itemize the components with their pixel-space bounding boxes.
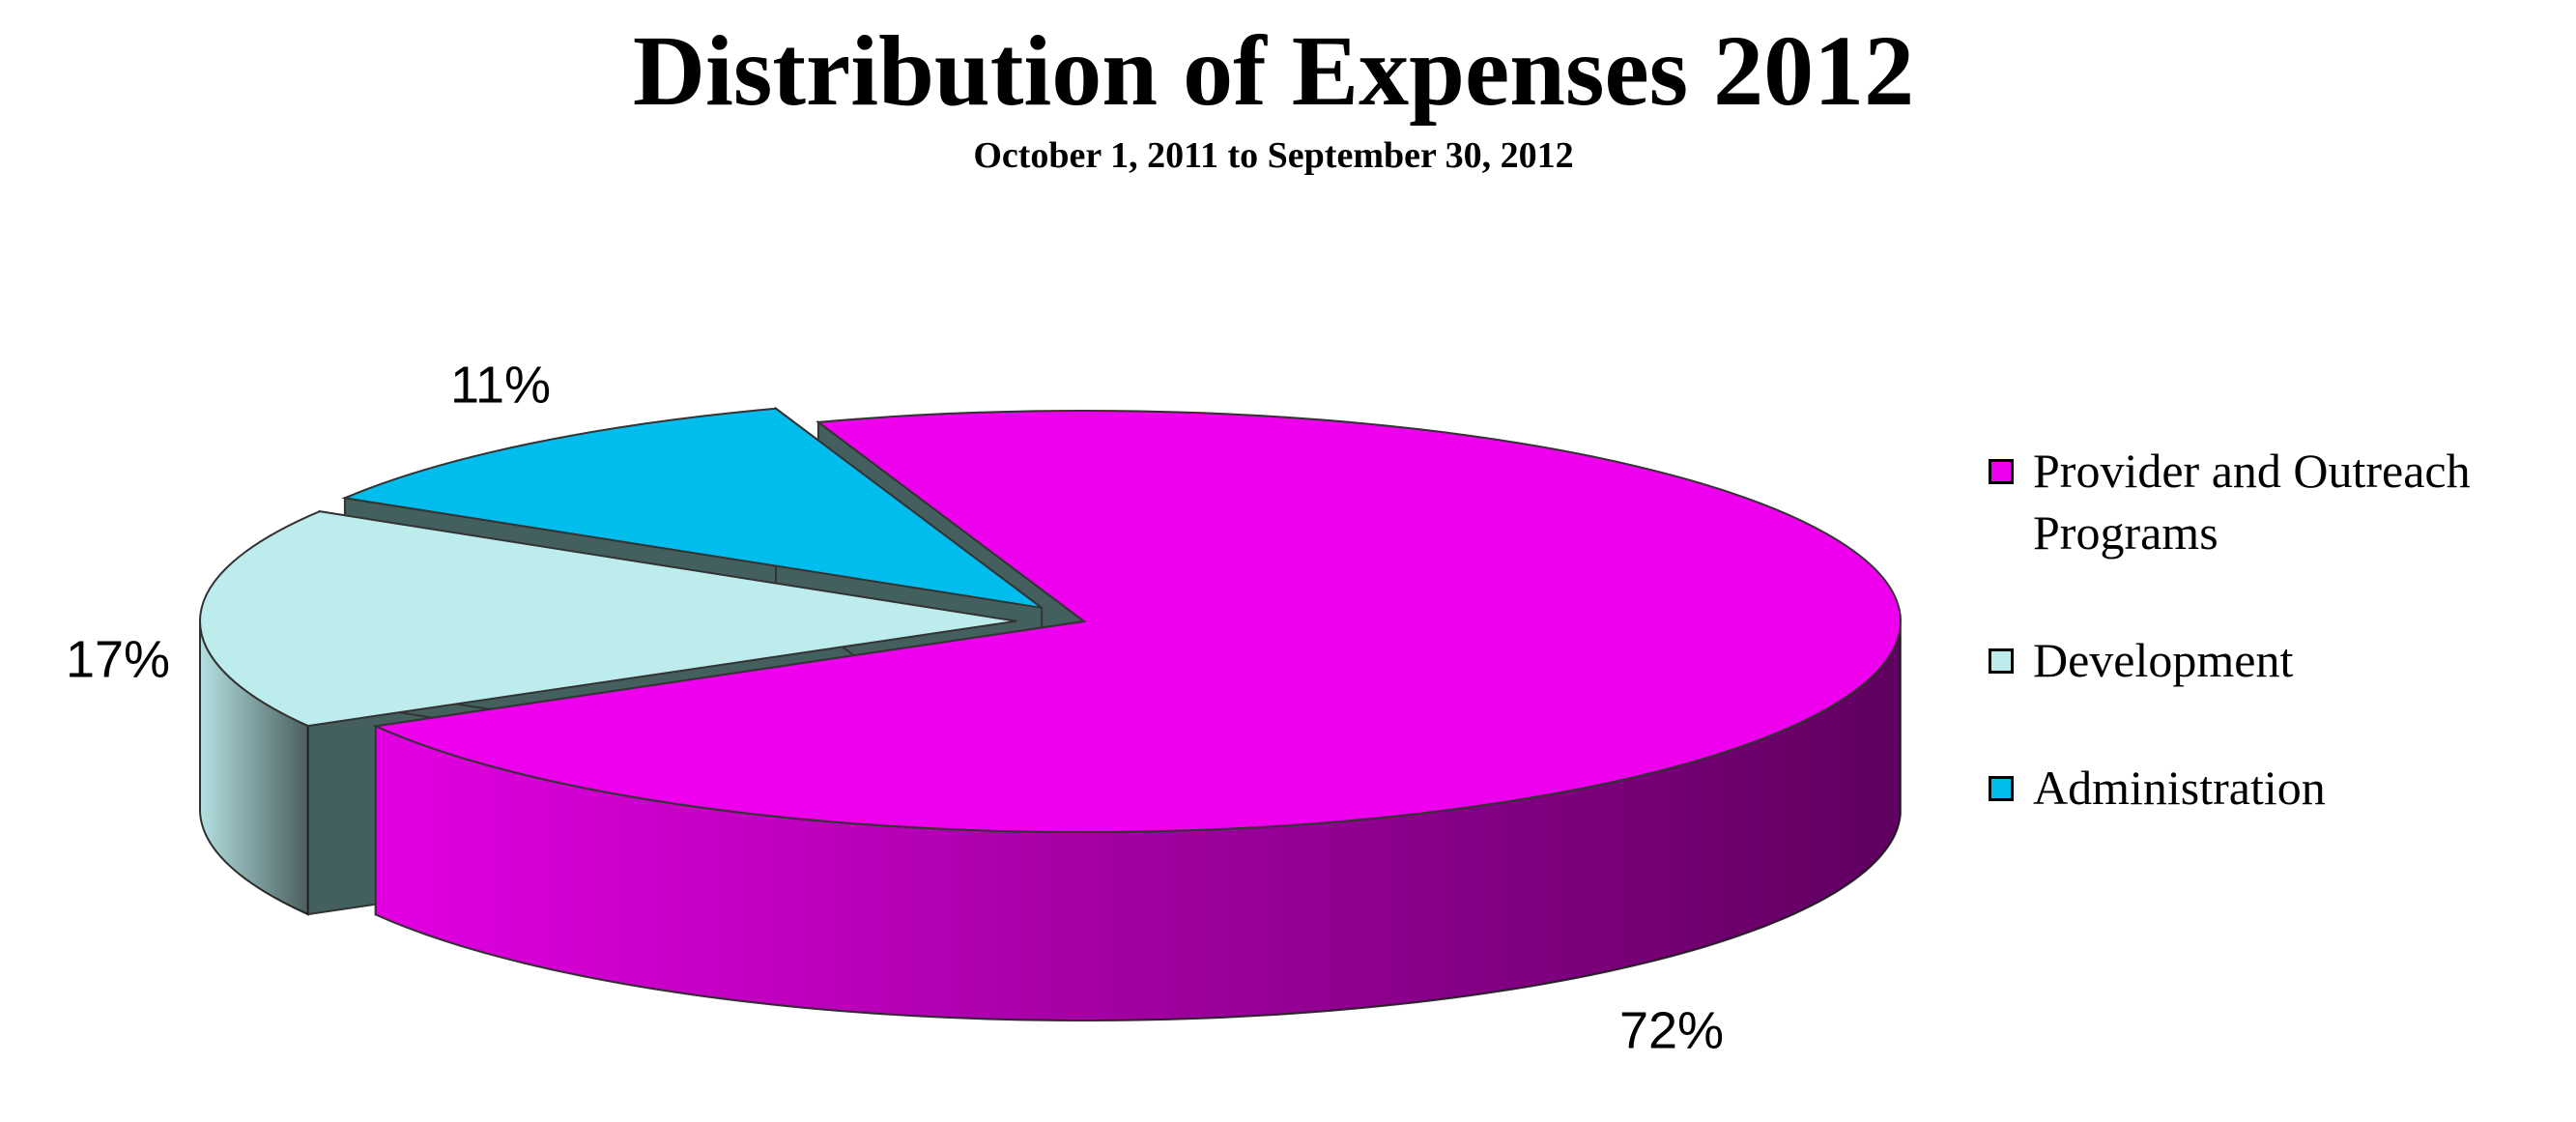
data-label: 11% — [450, 356, 551, 414]
outer-walls — [199, 621, 1902, 1021]
slice — [372, 410, 1902, 833]
legend-item: Development — [1989, 629, 2530, 691]
legend: Provider and Outreach Programs Developmen… — [1989, 440, 2530, 884]
data-label: 72% — [1619, 1001, 1724, 1059]
legend-swatch — [1989, 459, 2014, 484]
slice — [341, 407, 1043, 609]
legend-label: Development — [2033, 633, 2294, 687]
slice — [199, 510, 1017, 728]
chart-title: Distribution of Expenses 2012 — [633, 15, 1914, 127]
legend-label: Provider and Outreach Programs — [2033, 444, 2471, 560]
tops — [199, 407, 1902, 833]
wall-shade — [375, 625, 1901, 1021]
legend-label: Administration — [2033, 761, 2326, 815]
chart-subtitle: October 1, 2011 to September 30, 2012 — [973, 135, 1573, 176]
legend-item: Administration — [1989, 757, 2530, 819]
legend-item: Provider and Outreach Programs — [1989, 440, 2530, 563]
legend-swatch — [1989, 648, 2014, 674]
wall-shade — [200, 621, 308, 915]
legend-swatch — [1989, 776, 2014, 801]
data-label: 17% — [66, 630, 170, 688]
